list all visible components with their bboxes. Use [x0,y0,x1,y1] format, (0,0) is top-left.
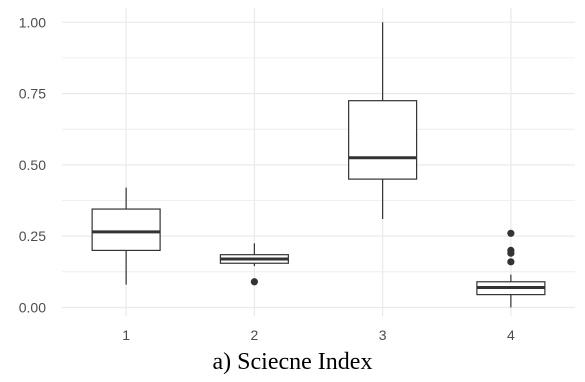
y-axis-tick-labels: 0.00 0.25 0.50 0.75 1.00 [19,14,46,315]
y-tick-label: 1.00 [19,14,46,30]
x-axis-tick-labels: 1 2 3 4 [122,327,515,343]
y-tick-label: 0.00 [19,299,46,315]
figure-caption: a) Sciecne Index [212,349,373,375]
x-tick-label: 3 [379,327,387,343]
y-tick-label: 0.75 [19,86,46,102]
y-tick-label: 0.50 [19,157,46,173]
box-category-2 [219,243,289,286]
x-tick-label: 1 [122,327,130,343]
grid-lines [62,8,575,316]
boxes [91,22,546,308]
box-category-4 [476,229,546,308]
box-category-3 [348,22,418,220]
outlier-point [250,278,258,286]
boxplot-chart: 0.00 0.25 0.50 0.75 1.00 1 2 3 4 [19,8,575,343]
y-tick-label: 0.25 [19,228,46,244]
iqr-box [348,100,418,180]
outlier-point [507,246,515,255]
iqr-box [91,208,161,252]
x-tick-label: 2 [250,327,258,343]
outlier-point [507,229,515,237]
box-category-1 [91,187,161,285]
outlier-point [507,258,515,266]
x-tick-label: 4 [507,327,515,343]
